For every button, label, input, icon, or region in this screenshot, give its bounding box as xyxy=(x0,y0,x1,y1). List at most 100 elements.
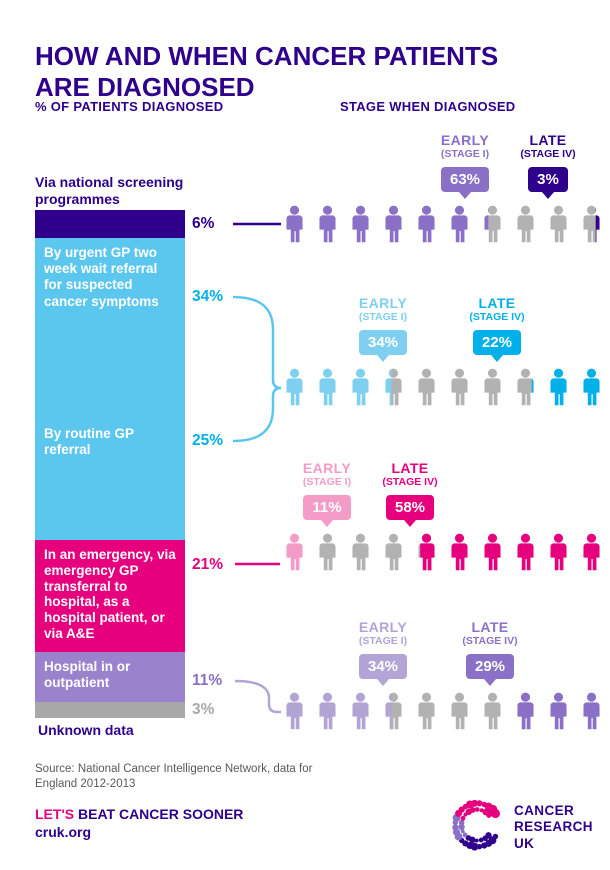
person-icon xyxy=(350,533,371,573)
stage-label: LATE (STAGE IV) xyxy=(520,132,576,161)
person-icon xyxy=(449,368,470,408)
person-icon xyxy=(482,205,503,245)
person-icon xyxy=(548,205,569,245)
person-icon xyxy=(317,368,338,408)
stage-value-bubble: 58% xyxy=(385,495,435,521)
person-icon xyxy=(383,205,404,245)
person-icon xyxy=(449,692,470,732)
person-icon xyxy=(383,692,404,732)
stage-label: LATE (STAGE IV) xyxy=(382,460,438,489)
person-icon xyxy=(548,368,569,408)
person-icon xyxy=(581,692,602,732)
person-icon xyxy=(449,533,470,573)
stage-value-bubble: 63% xyxy=(440,167,490,193)
row2-late-stage: LATE (STAGE IV) 22% xyxy=(442,295,552,356)
row3-late-stage: LATE (STAGE IV) 58% xyxy=(355,460,465,521)
person-icon xyxy=(350,368,371,408)
row4-early-stage: EARLY (STAGE I) 34% xyxy=(328,619,438,680)
stage-label: EARLY (STAGE I) xyxy=(358,295,408,324)
cruk-url: cruk.org xyxy=(35,824,92,840)
bar-emergency-label: In an emergency, via emergency GP transf… xyxy=(44,547,176,641)
cruk-logo-line1: CANCER xyxy=(514,803,575,818)
pct-emergency: 21% xyxy=(192,556,224,573)
row1-person-icons xyxy=(284,205,602,245)
connector-urgent-gp xyxy=(232,295,282,390)
person-icon xyxy=(383,368,404,408)
row3-person-icons xyxy=(284,533,602,573)
person-icon xyxy=(317,692,338,732)
person-icon xyxy=(581,205,602,245)
category-label-screening: Via national screening programmes xyxy=(35,174,184,207)
pct-screening: 6% xyxy=(192,215,215,232)
stage-value-bubble: 11% xyxy=(303,495,351,521)
person-icon xyxy=(416,533,437,573)
row3-early-stage: EARLY (STAGE I) 11% xyxy=(272,460,382,521)
person-icon xyxy=(416,368,437,408)
person-icon xyxy=(482,368,503,408)
person-icon xyxy=(284,205,305,245)
person-icon xyxy=(449,205,470,245)
person-icon xyxy=(482,692,503,732)
stage-label: LATE (STAGE IV) xyxy=(469,295,525,324)
person-icon xyxy=(515,368,536,408)
right-column-header: STAGE WHEN DIAGNOSED xyxy=(340,99,516,114)
person-icon xyxy=(284,533,305,573)
stage-label: EARLY (STAGE I) xyxy=(440,132,490,161)
cruk-logo-line2: RESEARCH xyxy=(514,819,593,835)
cruk-logo-dots-icon xyxy=(452,799,500,851)
person-icon xyxy=(482,533,503,573)
stage-value-bubble: 22% xyxy=(472,330,522,356)
page-title: HOW AND WHEN CANCER PATIENTS ARE DIAGNOS… xyxy=(35,41,499,102)
pct-routine-gp: 25% xyxy=(192,432,224,449)
bar-routine-gp: By routine GP referral xyxy=(35,414,185,540)
bar-routine-gp-label: By routine GP referral xyxy=(44,426,134,458)
bar-urgent-gp: By urgent GP two week wait referral for … xyxy=(35,238,185,414)
bar-unknown xyxy=(35,702,185,718)
person-icon xyxy=(548,533,569,573)
row4-late-stage: LATE (STAGE IV) 29% xyxy=(435,619,545,680)
pct-hospital: 11% xyxy=(192,672,223,689)
person-icon xyxy=(317,533,338,573)
slogan: LET'S BEAT CANCER SOONER xyxy=(35,806,243,822)
stage-value-bubble: 34% xyxy=(358,330,408,356)
person-icon xyxy=(515,692,536,732)
stage-label: EARLY (STAGE I) xyxy=(358,619,408,648)
bar-hospital: Hospital in or outpatient xyxy=(35,652,185,702)
left-column-header: % OF PATIENTS DIAGNOSED xyxy=(35,99,224,114)
row2-early-stage: EARLY (STAGE I) 34% xyxy=(328,295,438,356)
pct-unknown: 3% xyxy=(192,701,215,718)
stage-value-bubble: 29% xyxy=(465,654,515,680)
person-icon xyxy=(416,205,437,245)
person-icon xyxy=(548,692,569,732)
bar-urgent-gp-label: By urgent GP two week wait referral for … xyxy=(44,245,159,309)
cruk-logo-text: CANCER RESEARCH UK xyxy=(514,803,593,852)
person-icon xyxy=(284,692,305,732)
row1-early-stage: EARLY (STAGE I) 63% xyxy=(410,132,520,193)
person-icon xyxy=(317,205,338,245)
pct-urgent-gp: 34% xyxy=(192,288,224,305)
slogan-rest: BEAT CANCER SOONER xyxy=(78,806,244,822)
person-icon xyxy=(350,692,371,732)
person-icon xyxy=(350,205,371,245)
stage-value-bubble: 34% xyxy=(358,654,408,680)
connector-hospital xyxy=(234,679,281,714)
bar-emergency: In an emergency, via emergency GP transf… xyxy=(35,540,185,652)
person-icon xyxy=(581,368,602,408)
stage-value-bubble: 3% xyxy=(528,167,568,193)
slogan-lets: LET'S xyxy=(35,806,75,822)
person-icon xyxy=(416,692,437,732)
stage-label: LATE (STAGE IV) xyxy=(462,619,518,648)
stage-label: EARLY (STAGE I) xyxy=(302,460,352,489)
person-icon xyxy=(284,368,305,408)
bar-hospital-label: Hospital in or outpatient xyxy=(44,659,131,691)
category-label-unknown: Unknown data xyxy=(38,722,134,738)
bar-screening xyxy=(35,210,185,238)
person-icon xyxy=(581,533,602,573)
person-icon xyxy=(383,533,404,573)
row2-person-icons xyxy=(284,368,602,408)
cruk-logo-line3: UK xyxy=(514,835,535,851)
person-icon xyxy=(515,205,536,245)
row1-late-stage: LATE (STAGE IV) 3% xyxy=(493,132,603,193)
connector-routine-gp xyxy=(232,386,282,443)
